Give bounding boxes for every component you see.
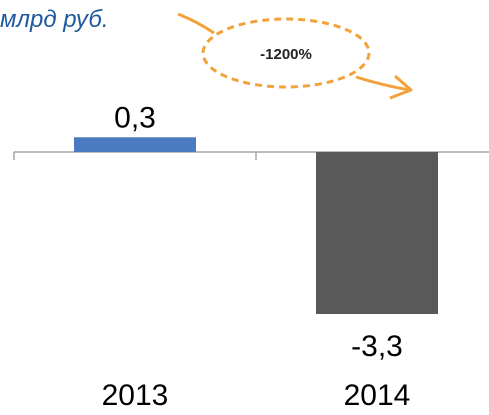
annotation-arrow-in [177, 12, 215, 35]
chart-marks: 0,3 2013 -3,3 2014 [13, 101, 489, 412]
annotation-arrowhead [389, 74, 413, 100]
unit-label: млрд руб. [0, 6, 109, 33]
annotation-ellipse [201, 17, 371, 89]
annotation-arrow-out [355, 75, 411, 92]
data-label-2013: 0,3 [114, 101, 156, 134]
bar-2013 [74, 137, 196, 152]
bar-2014 [316, 152, 438, 314]
data-label-2014: -3,3 [351, 330, 403, 363]
change-annotation: -1200% [177, 12, 413, 100]
category-label-2014: 2014 [344, 379, 411, 412]
annotation-text: -1200% [260, 46, 312, 63]
category-label-2013: 2013 [102, 379, 169, 412]
